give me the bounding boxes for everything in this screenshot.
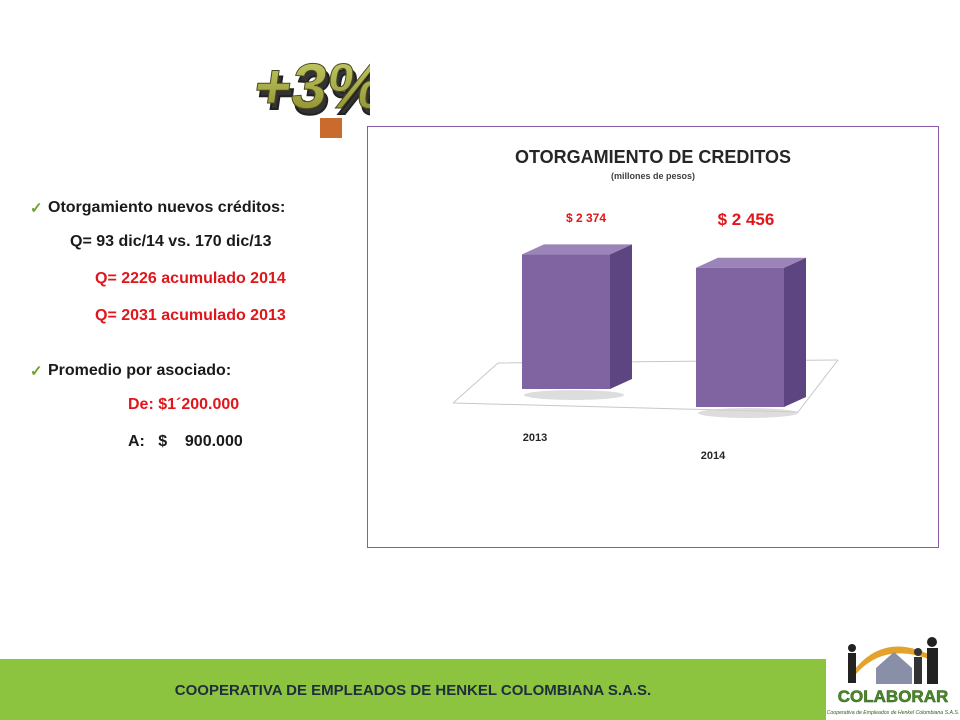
logo-house	[876, 652, 912, 684]
chart-floor-front-edge	[452, 359, 839, 413]
bar-2013	[522, 244, 632, 400]
bar-shadow	[524, 390, 624, 400]
summary-bullets: ✓ Otorgamiento nuevos créditos: Q= 93 di…	[30, 193, 360, 460]
category-label-2013: 2013	[523, 432, 547, 444]
bar-front	[522, 254, 610, 389]
footer-text: COOPERATIVA DE EMPLEADOS DE HENKEL COLOM…	[174, 682, 652, 699]
bar-shadow	[698, 408, 798, 418]
credits-2013-line: Q= 2031 acumulado 2013	[95, 307, 286, 324]
logo-name: COLABORAR	[838, 687, 949, 706]
logo-person-left-head	[848, 644, 856, 652]
credits-count-line: Q= 93 dic/14 vs. 170 dic/13	[70, 233, 272, 250]
logo-person-left	[848, 653, 856, 683]
growth-headline: +3% +3%	[250, 50, 370, 138]
headline-shadow: +3%	[253, 56, 370, 128]
bar-front	[696, 267, 784, 407]
average-from-line: De: $1´200.000	[128, 396, 240, 413]
bullet-credits: ✓ Otorgamiento nuevos créditos:	[30, 193, 360, 223]
bar-side	[610, 244, 632, 389]
logo-person-right	[927, 648, 938, 684]
colaborar-logo: COLABORAR Cooperativa de Empleados de He…	[827, 637, 960, 716]
category-label-2014: 2014	[701, 450, 726, 462]
check-icon: ✓	[30, 363, 43, 380]
logo-person-mid	[914, 657, 922, 684]
bar-2014	[696, 257, 806, 418]
bar-top	[696, 257, 806, 268]
credits-chart: OTORGAMIENTO DE CREDITOS (millones de pe…	[367, 126, 939, 548]
headline-accent	[320, 118, 342, 138]
chart-title: OTORGAMIENTO DE CREDITOS	[515, 147, 791, 167]
bar-top	[522, 244, 632, 255]
logo-tagline: Cooperativa de Empleados de Henkel Colom…	[827, 710, 960, 716]
bar-side	[784, 257, 806, 407]
logo-person-mid-head	[914, 648, 922, 656]
logo-person-right-head	[927, 637, 937, 647]
check-icon: ✓	[30, 200, 43, 217]
bullet-average: ✓ Promedio por asociado:	[30, 356, 360, 386]
bullet-credits-title: Otorgamiento nuevos créditos:	[48, 199, 286, 216]
data-label-2014: $ 2 456	[718, 210, 775, 229]
footer-bar	[0, 659, 826, 720]
bullet-average-title: Promedio por asociado:	[48, 362, 232, 379]
chart-canvas: OTORGAMIENTO DE CREDITOS (millones de pe…	[452, 147, 839, 462]
average-to-line: A: $ 900.000	[128, 433, 243, 450]
data-label-2013: $ 2 374	[566, 211, 606, 225]
chart-subtitle: (millones de pesos)	[611, 171, 695, 181]
headline-text: +3%	[250, 50, 370, 122]
credits-2014-line: Q= 2226 acumulado 2014	[95, 270, 286, 287]
